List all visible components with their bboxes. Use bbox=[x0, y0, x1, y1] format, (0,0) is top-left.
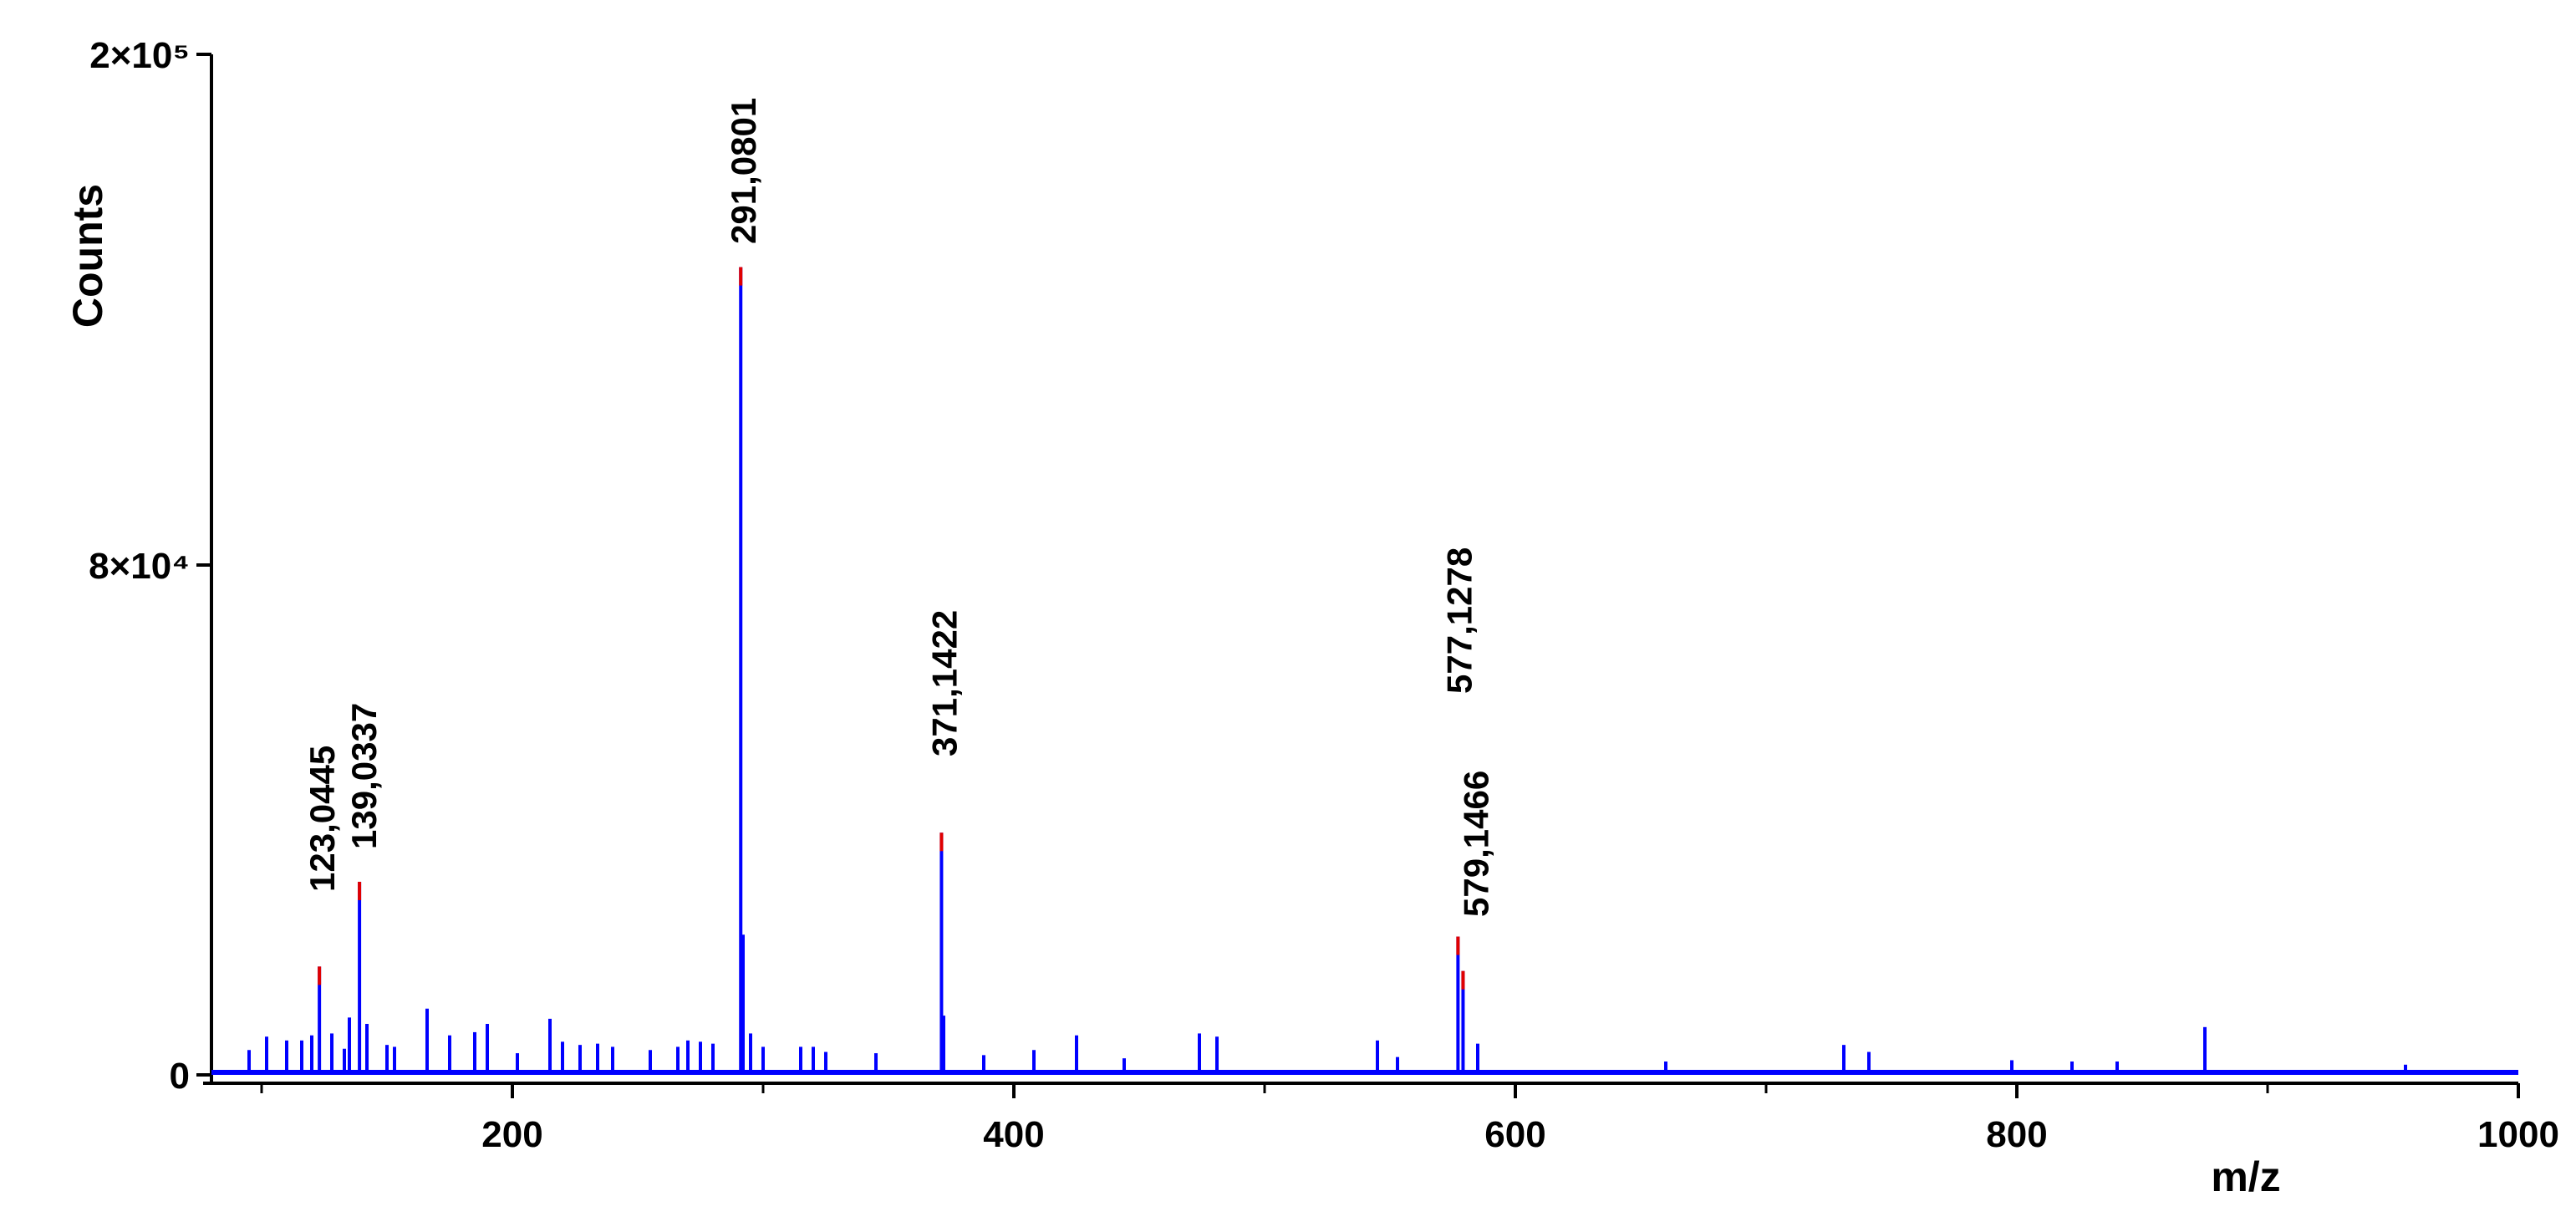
x-tick-label: 1000 bbox=[2477, 1114, 2559, 1155]
peak-label: 579,1466 bbox=[1456, 771, 1495, 917]
y-axis-title: Counts bbox=[64, 184, 111, 328]
x-axis-title: m/z bbox=[2211, 1153, 2280, 1200]
x-tick-label: 800 bbox=[1986, 1114, 2047, 1155]
peak-label: 291,0801 bbox=[724, 98, 763, 244]
x-tick-label: 200 bbox=[481, 1114, 542, 1155]
peak-label: 123,0445 bbox=[303, 746, 342, 892]
peak-label: 371,1422 bbox=[924, 610, 964, 756]
x-tick-label: 400 bbox=[983, 1114, 1044, 1155]
peak-label: 577,1278 bbox=[1439, 547, 1479, 694]
peak-label: 139,0337 bbox=[344, 703, 384, 849]
x-tick-label: 600 bbox=[1484, 1114, 1545, 1155]
y-tick-label: 8×10⁴ bbox=[89, 546, 190, 587]
y-tick-label: 2×10⁵ bbox=[89, 35, 190, 76]
y-tick-label: 0 bbox=[170, 1056, 190, 1097]
